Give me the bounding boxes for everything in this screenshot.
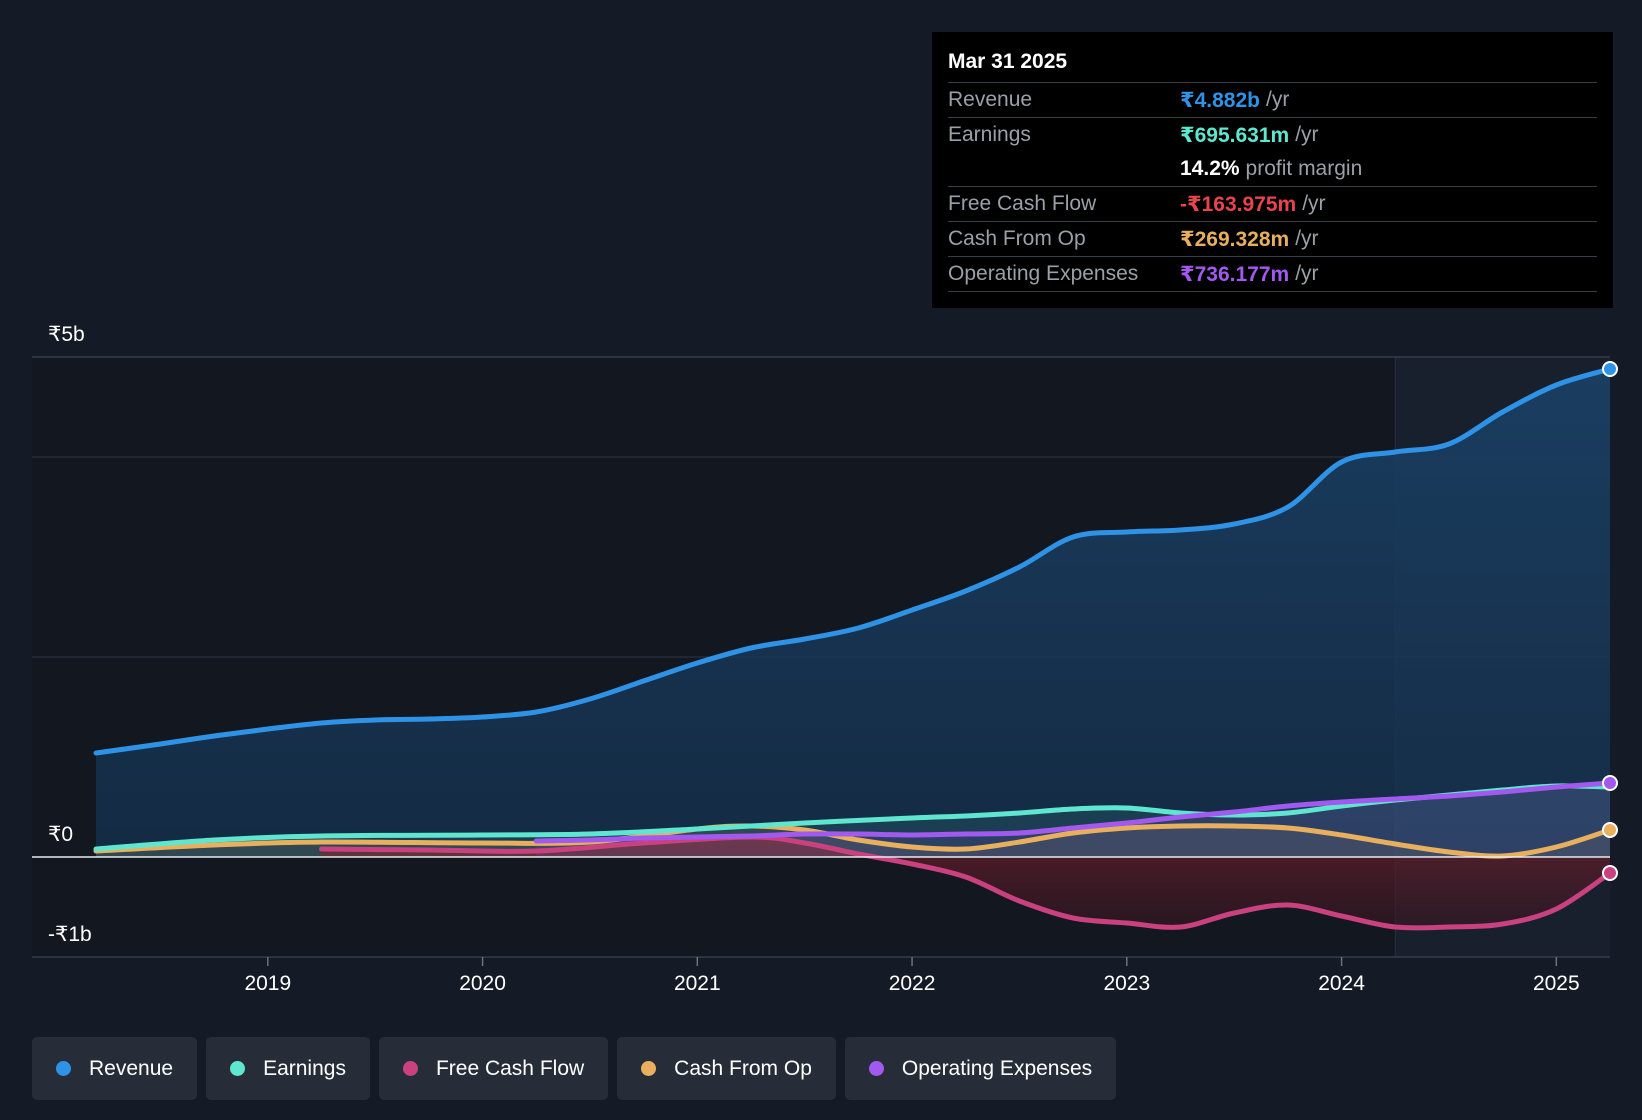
- y-tick-label: ₹0: [48, 823, 73, 846]
- area-operating-expenses: [536, 783, 1611, 857]
- tooltip-value: ₹269.328m: [1180, 227, 1290, 251]
- tooltip-label: Operating Expenses: [948, 262, 1139, 285]
- legend-item-free-cash-flow[interactable]: Free Cash Flow: [378, 1037, 609, 1100]
- tooltip-label: Earnings: [948, 123, 1031, 146]
- tooltip-row-earnings: Earnings ₹695.631m /yr: [948, 117, 1597, 152]
- x-tick-label: 2021: [674, 972, 721, 995]
- legend-dot-icon: [641, 1061, 657, 1076]
- x-tick-label: 2019: [244, 972, 291, 995]
- tooltip-unit: /yr: [1266, 88, 1290, 111]
- x-tick-label: 2025: [1533, 972, 1580, 995]
- legend-dot-icon: [230, 1061, 246, 1076]
- line-revenue: [93, 366, 1613, 756]
- tooltip-unit: /yr: [1295, 262, 1319, 285]
- tooltip-value: ₹695.631m: [1180, 123, 1290, 147]
- tooltip-date: Mar 31 2025: [948, 50, 1068, 73]
- tooltip-unit: /yr: [1295, 227, 1319, 250]
- legend-label: Revenue: [89, 1056, 174, 1080]
- tooltip-unit: profit margin: [1245, 157, 1363, 180]
- legend-label: Cash From Op: [674, 1056, 812, 1080]
- x-tick-label: 2020: [459, 972, 506, 995]
- legend-item-revenue[interactable]: Revenue: [32, 1037, 198, 1100]
- y-tick-label: ₹5b: [48, 323, 85, 346]
- y-tick-label: -₹1b: [48, 923, 92, 946]
- line-free-cash-flow: [319, 834, 1613, 931]
- point-revenue-end: [1602, 361, 1618, 377]
- legend-dot-icon: [56, 1061, 71, 1076]
- tooltip-unit: /yr: [1295, 123, 1319, 146]
- tooltip-row-free-cash-flow: Free Cash Flow -₹163.975m /yr: [948, 186, 1597, 221]
- legend-item-earnings[interactable]: Earnings: [206, 1037, 370, 1100]
- x-tick-label: 2024: [1318, 972, 1365, 995]
- x-tick-label: 2023: [1103, 972, 1150, 995]
- area-revenue: [96, 369, 1610, 857]
- x-tick-label: 2022: [889, 972, 936, 995]
- tooltip-row-cash-from-op: Cash From Op ₹269.328m /yr: [948, 221, 1597, 256]
- tooltip-row-revenue: Revenue ₹4.882b /yr: [948, 82, 1597, 117]
- data-tooltip: Mar 31 2025 Revenue ₹4.882b /yr Earnings…: [932, 32, 1613, 308]
- tooltip-value: ₹4.882b: [1180, 88, 1260, 112]
- tooltip-row-profit-margin: 14.2% profit margin: [948, 152, 1597, 186]
- line-cash-from-op: [93, 823, 1613, 859]
- legend-item-operating-expenses[interactable]: Operating Expenses: [844, 1037, 1117, 1100]
- tooltip-label: Free Cash Flow: [948, 192, 1097, 215]
- tooltip-value: 14.2%: [1180, 157, 1240, 180]
- area-free-cash-flow: [321, 837, 1610, 928]
- chart-legend: Revenue Earnings Free Cash Flow Cash Fro…: [32, 1037, 1117, 1100]
- legend-item-cash-from-op[interactable]: Cash From Op: [617, 1037, 836, 1100]
- legend-label: Free Cash Flow: [435, 1056, 585, 1080]
- legend-dot-icon: [868, 1061, 884, 1076]
- legend-dot-icon: [402, 1061, 418, 1076]
- line-operating-expenses: [533, 780, 1613, 844]
- tooltip-row-operating-expenses: Operating Expenses ₹736.177m /yr: [948, 256, 1597, 292]
- tooltip-label: Revenue: [948, 88, 1033, 111]
- tooltip-unit: /yr: [1302, 192, 1326, 215]
- legend-label: Earnings: [263, 1056, 346, 1080]
- point-cash-from-op-end: [1602, 822, 1618, 838]
- point-free-cash-flow-end: [1602, 865, 1618, 881]
- point-operating-expenses-end: [1602, 775, 1618, 791]
- legend-label: Operating Expenses: [901, 1056, 1093, 1080]
- tooltip-label: Cash From Op: [948, 227, 1086, 250]
- tooltip-value: ₹736.177m: [1180, 262, 1290, 286]
- tooltip-value: -₹163.975m: [1180, 192, 1297, 216]
